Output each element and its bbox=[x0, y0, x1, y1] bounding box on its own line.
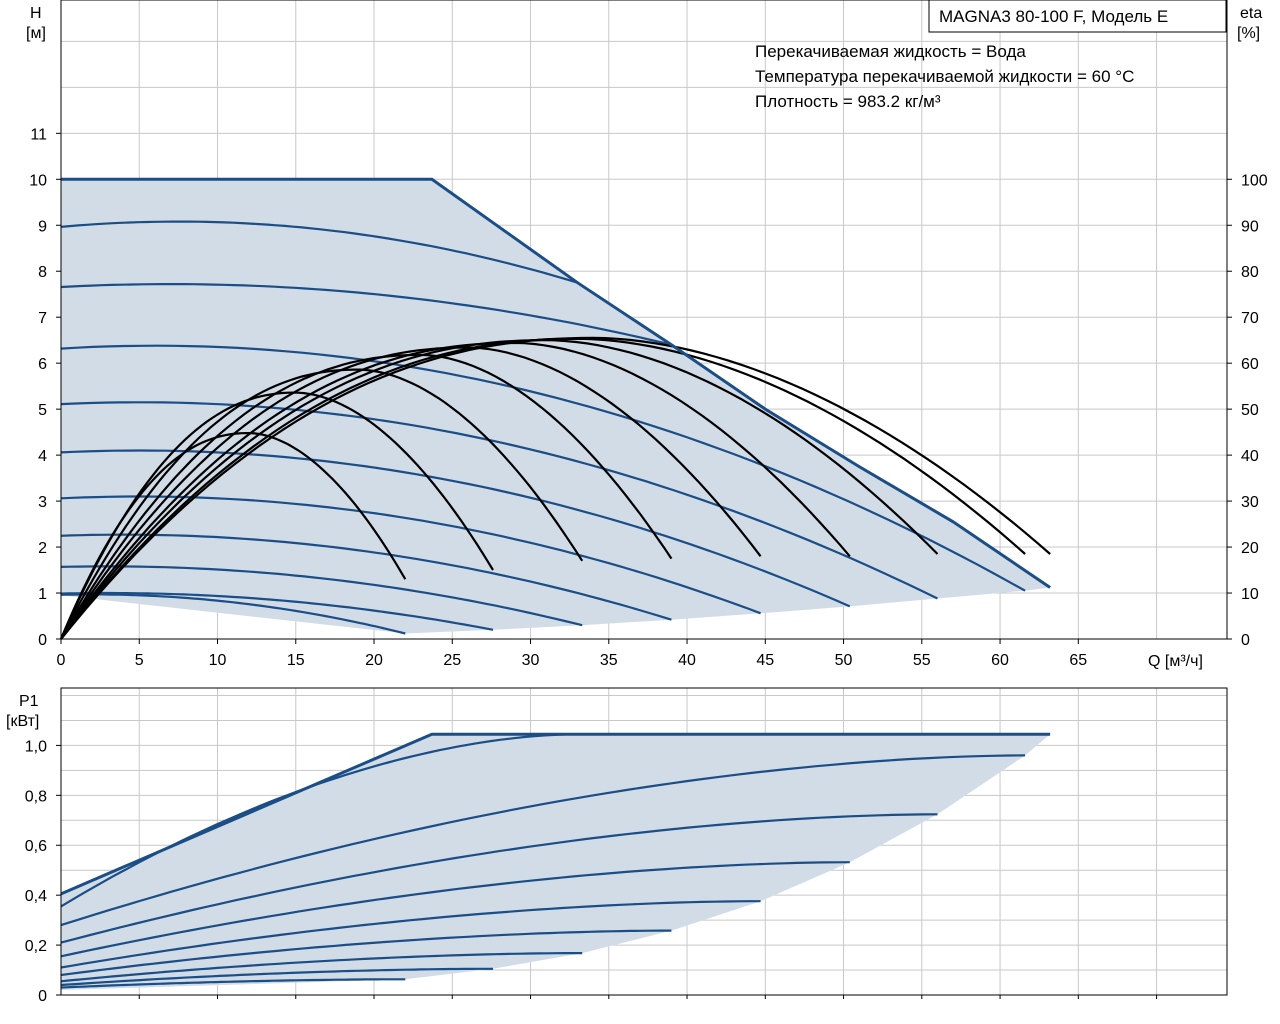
q-tick-label: 5 bbox=[135, 652, 144, 669]
efficiency-curve bbox=[60, 341, 851, 640]
h-tick-label: 8 bbox=[38, 264, 47, 281]
eta-tick-label: 70 bbox=[1241, 310, 1259, 327]
efficiency-curve bbox=[60, 336, 1051, 640]
max-power-curve bbox=[60, 732, 1051, 896]
power-curve bbox=[60, 929, 672, 977]
h-tick-label: 9 bbox=[38, 218, 47, 235]
power-curve bbox=[60, 754, 1026, 927]
head-curve bbox=[60, 220, 578, 284]
power-curve bbox=[60, 967, 493, 987]
p1-axis-ticks: 0 0,2 0,4 0,6 0,8 1,0 bbox=[25, 738, 1158, 1005]
head-curve bbox=[60, 533, 672, 621]
head-curve bbox=[60, 283, 672, 346]
temperature-annotation: Температура перекачиваемой жидкости = 60… bbox=[755, 67, 1134, 86]
q-tick-label: 35 bbox=[600, 652, 618, 669]
lower-plot-frame bbox=[60, 687, 1228, 996]
p1-tick-label: 0 bbox=[38, 988, 47, 1005]
eta-tick-label: 100 bbox=[1241, 172, 1268, 189]
p1-axis-unit: [кВт] bbox=[6, 713, 39, 730]
q-tick-label: 15 bbox=[287, 652, 305, 669]
head-curve bbox=[60, 401, 938, 600]
power-curve bbox=[60, 900, 761, 969]
eta-tick-label: 90 bbox=[1241, 218, 1259, 235]
h-axis-unit: [м] bbox=[26, 25, 46, 42]
h-axis-ticks: 0 1 2 3 4 5 6 7 8 9 10 11 bbox=[29, 126, 61, 649]
p1-tick-label: 0,2 bbox=[25, 938, 47, 955]
density-annotation: Плотность = 983.2 кг/м³ bbox=[755, 92, 941, 111]
h-tick-label: 11 bbox=[30, 126, 47, 143]
eta-axis-unit: [%] bbox=[1237, 25, 1260, 42]
head-curve bbox=[60, 593, 406, 635]
p1-tick-label: 0,6 bbox=[25, 838, 47, 855]
q-axis-label: Q [м³/ч] bbox=[1148, 653, 1203, 670]
efficiency-curves bbox=[59, 336, 1051, 640]
q-tick-label: 0 bbox=[57, 652, 66, 669]
power-curve bbox=[60, 861, 850, 958]
eta-tick-label: 50 bbox=[1241, 402, 1259, 419]
eta-axis-ticks: 0 10 20 30 40 50 60 70 80 90 100 bbox=[1227, 172, 1268, 649]
p1-tick-label: 0,4 bbox=[25, 888, 47, 905]
q-tick-label: 10 bbox=[209, 652, 227, 669]
q-tick-label: 30 bbox=[522, 652, 540, 669]
q-tick-label: 40 bbox=[678, 652, 696, 669]
fluid-annotation: Перекачиваемая жидкость = Вода bbox=[755, 42, 1026, 61]
q-tick-label: 50 bbox=[835, 652, 853, 669]
q-axis-ticks: 0 5 10 15 20 25 30 35 40 45 50 55 60 65 bbox=[57, 639, 1087, 669]
h-tick-label: 1 bbox=[38, 586, 47, 603]
head-curve bbox=[60, 591, 494, 631]
head-eta-chart: 0 5 10 15 20 25 30 35 40 45 50 55 60 65 0123456789101… bbox=[26, 0, 1268, 670]
h-tick-label: 3 bbox=[38, 494, 47, 511]
h-tick-label: 4 bbox=[38, 448, 47, 465]
eta-tick-label: 80 bbox=[1241, 264, 1259, 281]
eta-tick-label: 10 bbox=[1241, 586, 1259, 603]
q-tick-label: 45 bbox=[756, 652, 774, 669]
q-tick-label: 55 bbox=[913, 652, 931, 669]
upper-plot-frame bbox=[60, 0, 1228, 640]
h-tick-label: 0 bbox=[38, 632, 47, 649]
h-tick-label: 10 bbox=[29, 172, 47, 189]
q-tick-label: 25 bbox=[443, 652, 461, 669]
power-chart: 0 0,2 0,4 0,6 0,8 1,0 P1 [кВт] bbox=[6, 687, 1228, 1005]
head-curve bbox=[60, 344, 1026, 592]
power-curve bbox=[60, 978, 406, 989]
h-tick-label: 2 bbox=[38, 540, 47, 557]
h-tick-label: 7 bbox=[38, 310, 47, 327]
q-tick-label: 20 bbox=[365, 652, 383, 669]
eta-tick-label: 60 bbox=[1241, 356, 1259, 373]
power-range-area bbox=[61, 734, 1051, 990]
h-tick-label: 6 bbox=[38, 356, 47, 373]
h-tick-label: 5 bbox=[38, 402, 47, 419]
eta-axis-name: eta bbox=[1240, 5, 1262, 22]
operating-range-area bbox=[61, 179, 1051, 634]
eta-tick-label: 30 bbox=[1241, 494, 1259, 511]
q-tick-label: 65 bbox=[1069, 652, 1087, 669]
power-curve bbox=[60, 951, 583, 983]
chart-title: MAGNA3 80-100 F, Модель E bbox=[939, 7, 1168, 26]
power-curve bbox=[60, 813, 938, 944]
eta-tick-label: 20 bbox=[1241, 540, 1259, 557]
q-tick-label: 60 bbox=[991, 652, 1009, 669]
efficiency-curve bbox=[60, 353, 673, 640]
efficiency-curve bbox=[60, 346, 762, 640]
p1-tick-label: 1,0 bbox=[25, 738, 47, 755]
efficiency-curve bbox=[60, 339, 939, 640]
head-curve bbox=[60, 449, 851, 608]
eta-tick-label: 0 bbox=[1241, 632, 1250, 649]
eta-tick-label: 40 bbox=[1241, 448, 1259, 465]
h-axis-name: H bbox=[30, 5, 42, 22]
max-head-curve bbox=[61, 177, 1051, 589]
head-curve bbox=[60, 565, 583, 627]
p1-tick-label: 0,8 bbox=[25, 788, 47, 805]
title-box bbox=[928, 0, 1227, 33]
p1-axis-name: P1 bbox=[19, 693, 39, 710]
